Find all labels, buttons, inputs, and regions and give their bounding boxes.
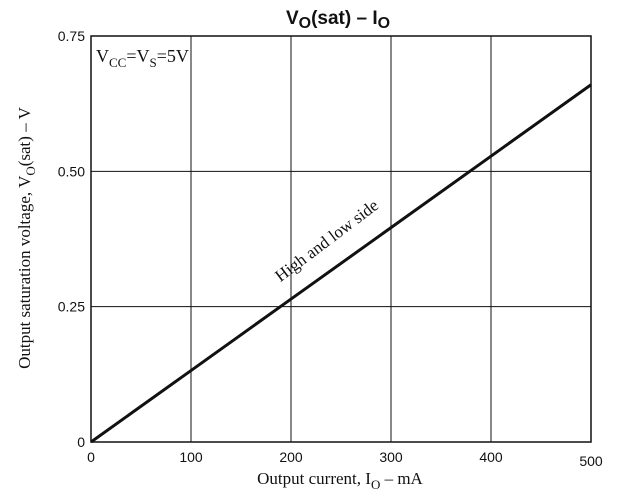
plot-frame xyxy=(90,35,592,443)
x-tick-label: 100 xyxy=(179,449,203,465)
chart-title: VO(sat) – IO xyxy=(286,8,390,32)
x-tick-label: 500 xyxy=(579,453,603,469)
x-tick-label: 300 xyxy=(379,449,403,465)
x-axis-label: Output current, IO – mA xyxy=(257,469,423,492)
tick-labels: 0 100 200 300 400 500 0 0.25 0.50 0.75 xyxy=(58,28,603,469)
condition-label: VCC=VS=5V xyxy=(96,46,189,70)
grid xyxy=(91,36,591,442)
y-axis-label: Output saturation voltage, VO(sat) – V xyxy=(15,106,38,369)
x-tick-label: 200 xyxy=(279,449,303,465)
x-tick-label: 0 xyxy=(87,449,95,465)
series-line xyxy=(90,83,592,444)
y-tick-label: 0.25 xyxy=(58,299,85,315)
x-tick-label: 400 xyxy=(479,449,503,465)
y-tick-label: 0 xyxy=(77,434,85,450)
y-tick-label: 0.75 xyxy=(58,28,85,44)
y-tick-label: 0.50 xyxy=(58,163,85,179)
series xyxy=(90,83,592,444)
